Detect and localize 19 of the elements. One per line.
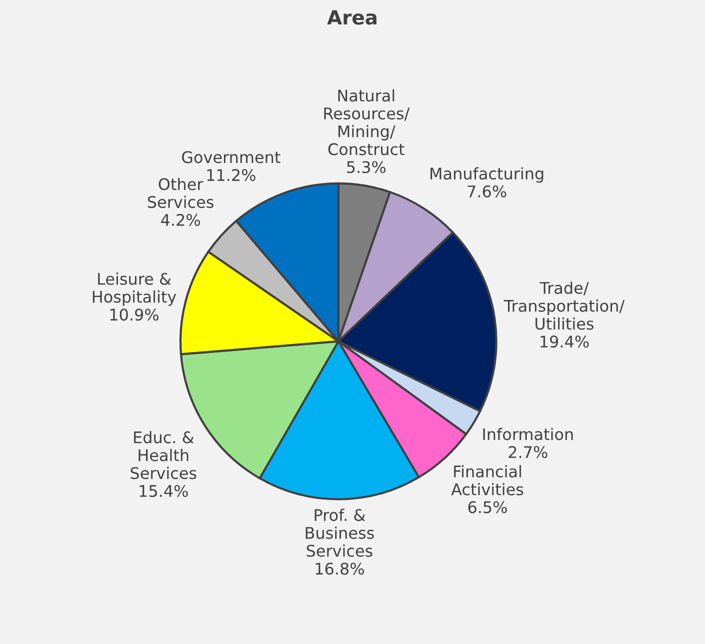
data-label: 2.7% bbox=[508, 446, 548, 458]
data-label: 15.4% bbox=[140, 484, 188, 498]
slice-label: Government bbox=[182, 151, 280, 164]
slice-label: Educ. & Health Services bbox=[130, 431, 196, 480]
slice-label: Leisure & Hospitality bbox=[92, 272, 176, 306]
data-label: 19.4% bbox=[540, 336, 589, 348]
data-label: 16.8% bbox=[316, 562, 364, 575]
data-label: 6.5% bbox=[468, 501, 507, 514]
slice-label: Financial Activities bbox=[451, 465, 524, 496]
data-label: 4.2% bbox=[161, 214, 200, 226]
slice-label: Natural Resources/Mining/Construct bbox=[324, 89, 410, 156]
data-label: 5.3% bbox=[347, 161, 386, 174]
slice-label: Information bbox=[483, 428, 573, 440]
slice-label: Manufacturing bbox=[430, 167, 544, 183]
slice-label: Prof. & Business Services bbox=[306, 508, 374, 557]
data-label: 10.9% bbox=[110, 308, 158, 321]
chart-title: Area bbox=[327, 10, 376, 25]
data-label: 7.6% bbox=[468, 185, 506, 198]
slice-label: Trade/Transportation/Utilities bbox=[504, 282, 625, 330]
